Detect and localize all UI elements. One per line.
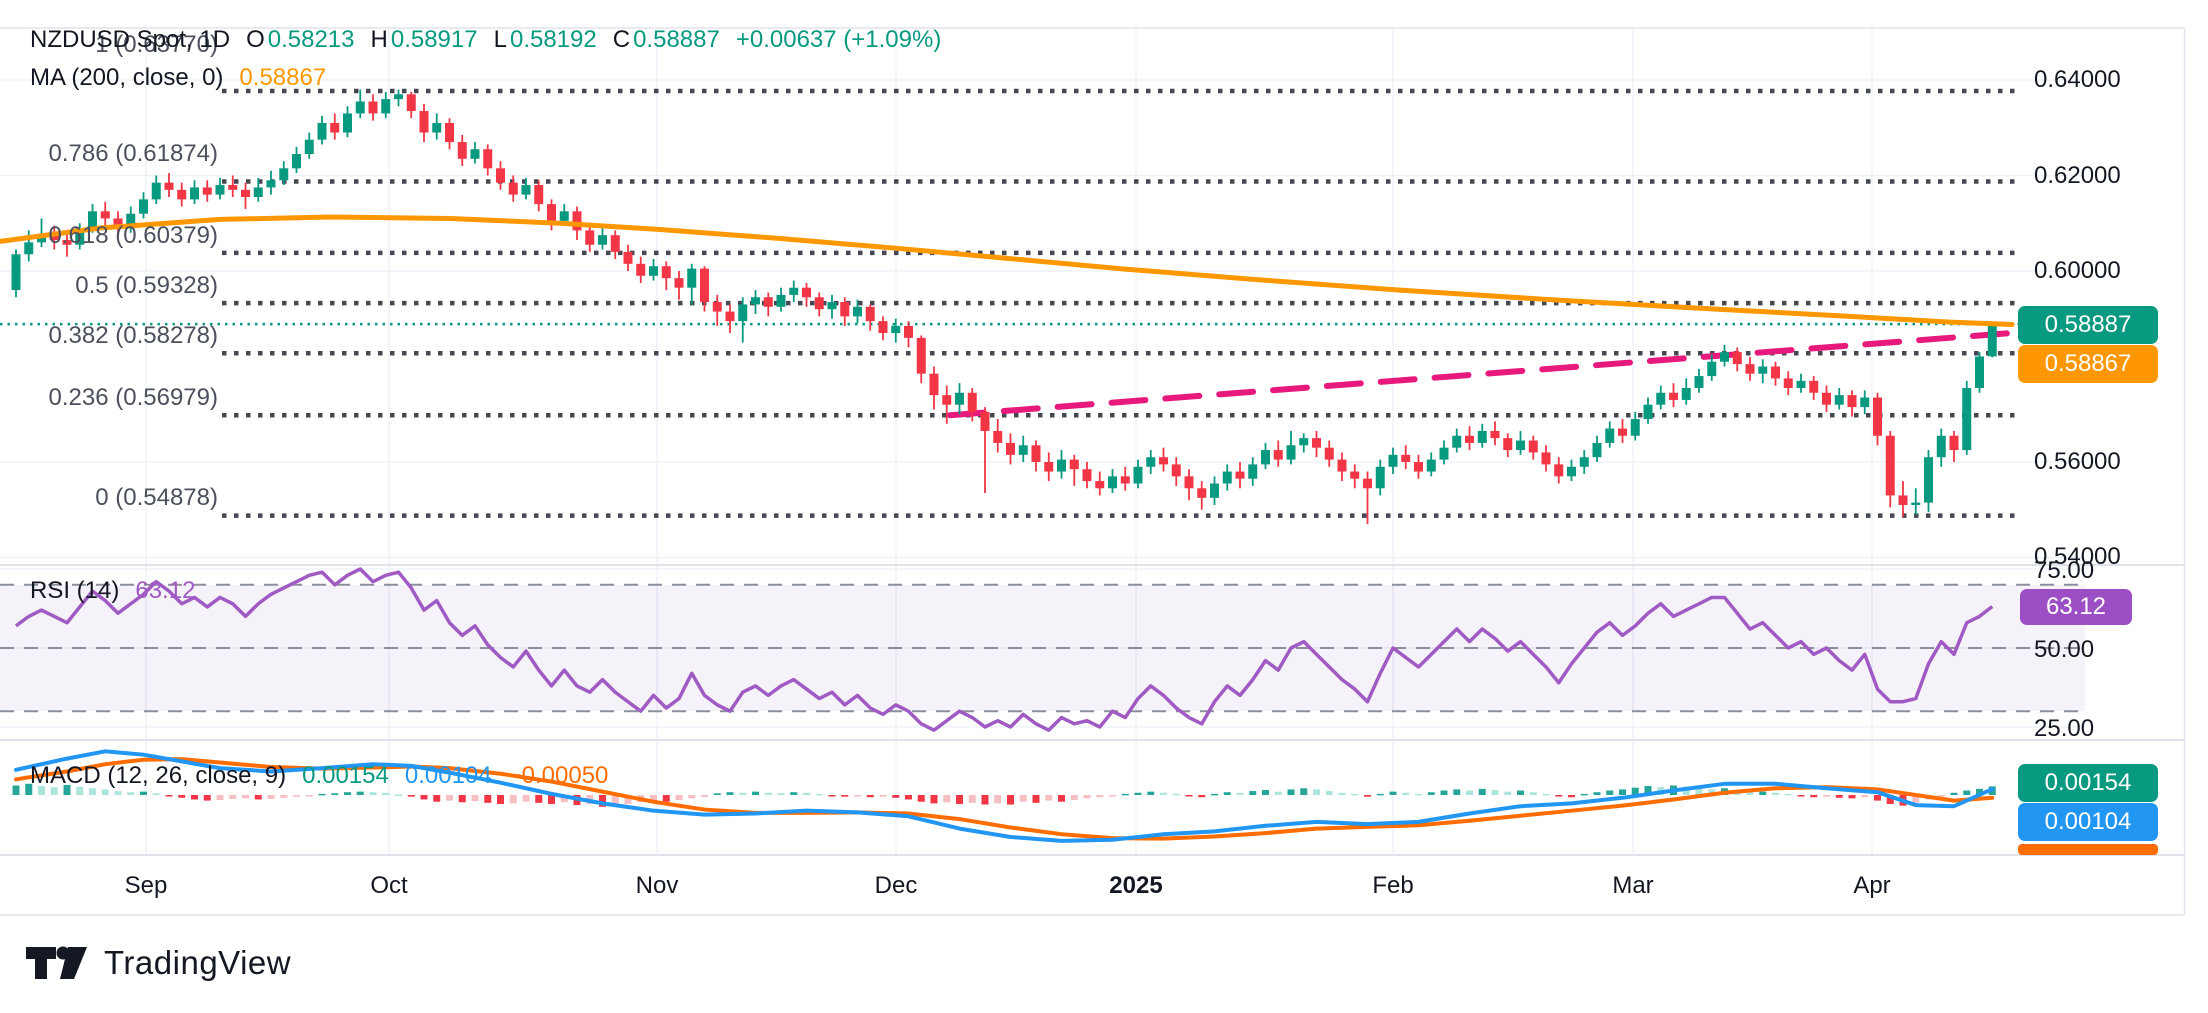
time-label-oct[interactable]: Oct (370, 872, 408, 899)
symbol-legend[interactable]: NZDUSD Spot, 1D O 0.58213 H 0.58917 L 0.581… (30, 26, 941, 54)
macd-signal-value: −0.00050 (507, 762, 609, 789)
fib-label-05: 0.5 (0.59328) (75, 272, 218, 299)
ohlc-high: H 0.58917 (370, 26, 478, 53)
rsi-tick-25[interactable]: 25.00 (2034, 715, 2095, 742)
rsi-value: 63.12 (135, 577, 196, 604)
last-price-badge: 0.58887 (2018, 306, 2158, 344)
ohlc-close: C 0.58887 (612, 26, 720, 53)
macd-hist-badge: 0.00154 (2018, 764, 2158, 802)
chart-canvas[interactable] (0, 0, 2208, 920)
macd-line-value: 0.00104 (404, 762, 492, 789)
ohlc-open: O 0.58213 (246, 26, 355, 53)
price-tick-062[interactable]: 0.62000 (2034, 162, 2121, 189)
macd-hist-value: 0.00154 (302, 762, 389, 789)
ma-value: 0.58867 (239, 64, 327, 91)
time-label-feb[interactable]: Feb (1372, 872, 1414, 899)
symbol-title: NZDUSD Spot, 1D (30, 26, 231, 53)
price-tick-060[interactable]: 0.60000 (2034, 257, 2121, 284)
tradingview-logo-icon (26, 946, 87, 979)
rsi-label: RSI (14) (30, 577, 120, 604)
fib-label-1: 1 (0.63770) (95, 31, 218, 58)
time-label-2025[interactable]: 2025 (1109, 872, 1163, 899)
fib-label-0786: 0.786 (0.61874) (48, 140, 218, 167)
macd-legend[interactable]: MACD (12, 26, close, 9) 0.00154 0.00104 … (30, 762, 608, 790)
fib-label-0618: 0.618 (0.60379) (48, 222, 218, 249)
macd-signal-badge (2018, 844, 2158, 855)
time-label-apr[interactable]: Apr (1853, 872, 1891, 899)
fib-label-0382: 0.382 (0.58278) (48, 322, 218, 349)
fib-label-0236: 0.236 (0.56979) (48, 384, 218, 411)
price-tick-064[interactable]: 0.64000 (2034, 66, 2121, 93)
macd-line-badge: 0.00104 (2018, 803, 2158, 841)
time-label-nov[interactable]: Nov (635, 872, 679, 899)
ma-price-badge: 0.58867 (2018, 345, 2158, 383)
time-label-mar[interactable]: Mar (1612, 872, 1654, 899)
rsi-tick-75[interactable]: 75.00 (2034, 557, 2095, 584)
ma-legend[interactable]: MA (200, close, 0) 0.58867 (30, 64, 326, 92)
time-label-dec[interactable]: Dec (874, 872, 918, 899)
tradingview-logo-link[interactable]: TradingView (26, 944, 291, 982)
rsi-tick-50[interactable]: 50.00 (2034, 636, 2095, 663)
price-tick-056[interactable]: 0.56000 (2034, 448, 2121, 475)
macd-label: MACD (12, 26, close, 9) (30, 762, 287, 789)
ohlc-low: L 0.58192 (493, 26, 597, 53)
fib-label-0: 0 (0.54878) (95, 484, 218, 511)
rsi-value-badge: 63.12 (2020, 589, 2132, 625)
time-label-sep[interactable]: Sep (124, 872, 168, 899)
change-value: +0.00637 (+1.09%) (735, 26, 942, 53)
brand-name: TradingView (104, 944, 292, 981)
rsi-legend[interactable]: RSI (14) 63.12 (30, 577, 195, 605)
price-tick-054[interactable]: 0.54000 (2034, 543, 2121, 570)
ma-label: MA (200, close, 0) (30, 64, 224, 91)
